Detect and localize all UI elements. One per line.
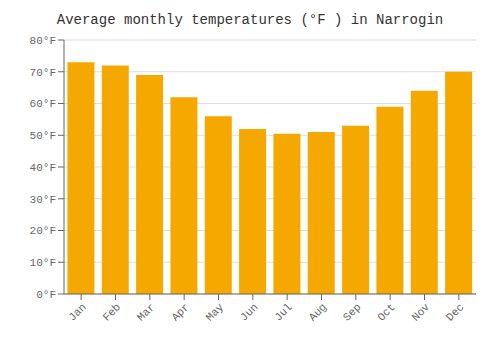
svg-text:Feb: Feb	[101, 301, 123, 323]
svg-text:Nov: Nov	[410, 301, 433, 324]
svg-text:50°F: 50°F	[30, 130, 56, 142]
svg-text:Oct: Oct	[375, 301, 397, 323]
svg-text:60°F: 60°F	[30, 98, 56, 110]
svg-text:0°F: 0°F	[36, 289, 56, 301]
html-text:Average monthly temperatures (: Average monthly temperatures (°F ) in Na…	[56, 12, 444, 28]
svg-text:Jun: Jun	[238, 301, 260, 323]
svg-text:Apr: Apr	[169, 301, 191, 323]
svg-text:40°F: 40°F	[30, 162, 56, 174]
svg-text:May: May	[204, 301, 227, 324]
svg-text:80°F: 80°F	[30, 35, 56, 47]
svg-text:Jan: Jan	[66, 301, 88, 323]
svg-text:20°F: 20°F	[30, 225, 56, 237]
svg-text:70°F: 70°F	[30, 67, 56, 79]
svg-text:Dec: Dec	[444, 301, 466, 323]
svg-text:Sep: Sep	[341, 301, 363, 323]
svg-text:Aug: Aug	[307, 301, 329, 323]
svg-text:10°F: 10°F	[30, 257, 56, 269]
svg-text:Mar: Mar	[135, 301, 157, 323]
svg-text:30°F: 30°F	[30, 194, 56, 206]
svg-text:Jul: Jul	[272, 301, 294, 323]
